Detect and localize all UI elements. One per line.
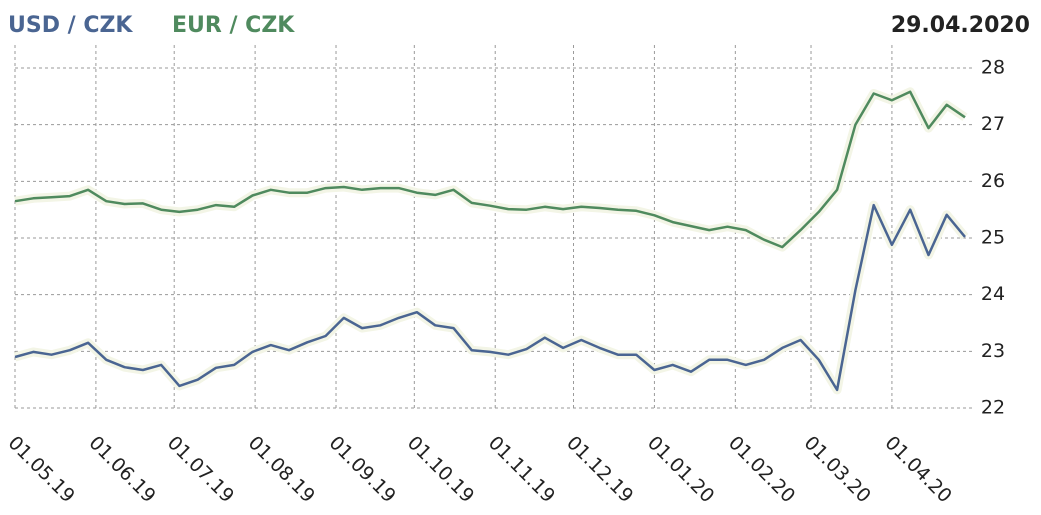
series-line — [14, 203, 966, 392]
x-tick-label: 01.05.19 — [4, 432, 79, 507]
x-tick-label: 01.10.19 — [403, 432, 478, 507]
y-tick-label: 28 — [981, 57, 1005, 79]
x-tick-label: 01.02.20 — [724, 432, 799, 507]
y-tick-label: 25 — [981, 227, 1005, 249]
x-tick-label: 01.11.19 — [484, 432, 559, 507]
date-label: 29.04.2020 — [891, 13, 1030, 38]
x-tick-label: 01.03.20 — [800, 432, 875, 507]
y-tick-label: 22 — [981, 397, 1005, 419]
y-tick-label: 24 — [981, 283, 1005, 305]
series-line — [14, 90, 966, 249]
x-tick-label: 01.04.20 — [880, 432, 955, 507]
legend-usd: USD / CZK — [8, 13, 133, 38]
x-tick-label: 01.01.20 — [643, 432, 718, 507]
y-tick-label: 26 — [981, 170, 1005, 192]
y-tick-label: 27 — [981, 113, 1005, 135]
x-tick-label: 01.06.19 — [84, 432, 159, 507]
x-tick-label: 01.08.19 — [244, 432, 319, 507]
x-tick-label: 01.09.19 — [325, 432, 400, 507]
line-halo — [14, 87, 968, 252]
y-tick-label: 23 — [981, 340, 1005, 362]
legend-eur: EUR / CZK — [172, 13, 295, 38]
x-tick-label: 01.12.19 — [562, 432, 637, 507]
x-tick-label: 01.07.19 — [163, 432, 238, 507]
line-halo — [13, 200, 969, 395]
